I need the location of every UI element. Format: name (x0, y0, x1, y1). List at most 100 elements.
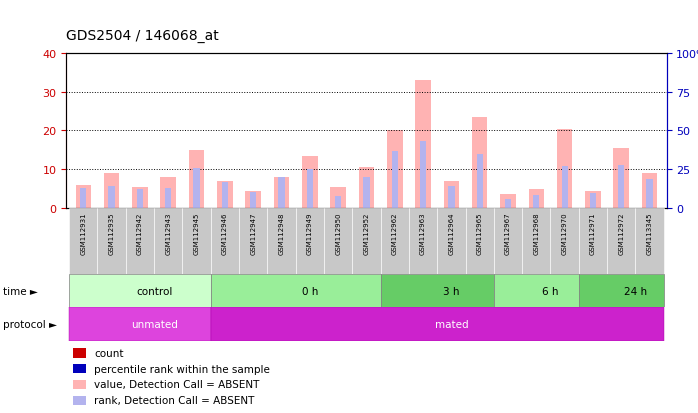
Text: GSM112968: GSM112968 (533, 212, 540, 254)
Bar (69, 275, 211, 308)
Text: GSM112949: GSM112949 (307, 212, 313, 254)
Bar (274, 178, 289, 209)
Bar (279, 178, 285, 209)
Text: time ►: time ► (3, 286, 38, 296)
Text: GSM112946: GSM112946 (222, 212, 228, 254)
Bar (75, 185, 91, 209)
Bar (165, 188, 171, 209)
Bar (635, 209, 664, 275)
Bar (182, 209, 211, 275)
Bar (415, 81, 431, 209)
Text: GSM112962: GSM112962 (392, 212, 398, 254)
Bar (104, 174, 119, 209)
Bar (98, 209, 126, 275)
Bar (154, 209, 182, 275)
Bar (188, 150, 205, 209)
Bar (296, 209, 324, 275)
Text: GSM113345: GSM113345 (646, 212, 653, 254)
Bar (387, 131, 403, 209)
Bar (392, 151, 398, 209)
Text: GSM112963: GSM112963 (420, 212, 426, 254)
Text: GSM112965: GSM112965 (477, 212, 483, 254)
Text: rank, Detection Call = ABSENT: rank, Detection Call = ABSENT (94, 395, 255, 405)
Bar (528, 189, 544, 209)
Text: GSM112945: GSM112945 (193, 212, 200, 254)
Bar (472, 118, 487, 209)
Bar (500, 195, 516, 209)
Bar (380, 209, 409, 275)
Bar (267, 209, 296, 275)
Text: 24 h: 24 h (624, 286, 647, 296)
Text: GSM112943: GSM112943 (165, 212, 171, 254)
Bar (222, 182, 228, 209)
Bar (579, 209, 607, 275)
Bar (217, 181, 232, 209)
Text: control: control (136, 286, 172, 296)
Text: GSM112952: GSM112952 (364, 212, 369, 254)
Text: count: count (94, 348, 124, 358)
Text: GSM112931: GSM112931 (80, 212, 87, 254)
Bar (126, 209, 154, 275)
Bar (477, 154, 483, 209)
Bar (533, 195, 540, 209)
Text: value, Detection Call = ABSENT: value, Detection Call = ABSENT (94, 380, 260, 389)
Bar (161, 178, 176, 209)
Bar (302, 156, 318, 209)
Bar (352, 209, 380, 275)
Bar (444, 181, 459, 209)
Bar (306, 170, 313, 209)
Bar (557, 129, 572, 209)
Text: GSM112970: GSM112970 (562, 212, 567, 254)
Bar (579, 275, 664, 308)
Bar (335, 197, 341, 209)
Text: GDS2504 / 146068_at: GDS2504 / 146068_at (66, 29, 219, 43)
Bar (642, 174, 658, 209)
Text: GSM112964: GSM112964 (448, 212, 454, 254)
Text: GSM112971: GSM112971 (590, 212, 596, 254)
Text: mated: mated (435, 319, 468, 329)
Bar (239, 209, 267, 275)
Bar (69, 308, 211, 341)
Bar (211, 209, 239, 275)
Bar (646, 179, 653, 209)
Bar (420, 142, 426, 209)
Bar (437, 209, 466, 275)
Text: GSM112967: GSM112967 (505, 212, 511, 254)
Bar (211, 275, 380, 308)
Text: GSM112972: GSM112972 (618, 212, 624, 254)
Bar (69, 209, 98, 275)
Bar (522, 209, 551, 275)
Bar (409, 209, 437, 275)
Text: 6 h: 6 h (542, 286, 558, 296)
Text: unmated: unmated (131, 319, 177, 329)
Bar (132, 187, 148, 209)
Bar (551, 209, 579, 275)
Bar (108, 187, 114, 209)
Bar (324, 209, 352, 275)
Text: percentile rank within the sample: percentile rank within the sample (94, 364, 270, 374)
Bar (614, 149, 629, 209)
Text: protocol ►: protocol ► (3, 319, 57, 329)
Bar (561, 167, 567, 209)
Bar (80, 188, 87, 209)
Bar (250, 192, 256, 209)
Text: GSM112950: GSM112950 (335, 212, 341, 254)
Bar (448, 187, 454, 209)
Text: 0 h: 0 h (302, 286, 318, 296)
Bar (590, 193, 596, 209)
Bar (494, 209, 522, 275)
Text: GSM112947: GSM112947 (250, 212, 256, 254)
Text: GSM112948: GSM112948 (279, 212, 285, 254)
Bar (364, 178, 369, 209)
Text: GSM112942: GSM112942 (137, 212, 143, 254)
Bar (505, 199, 511, 209)
Bar (246, 191, 261, 209)
Bar (585, 191, 601, 209)
Bar (359, 168, 374, 209)
Bar (330, 187, 346, 209)
Bar (193, 169, 200, 209)
Bar (137, 190, 143, 209)
Text: 3 h: 3 h (443, 286, 460, 296)
Bar (607, 209, 635, 275)
Bar (466, 209, 494, 275)
